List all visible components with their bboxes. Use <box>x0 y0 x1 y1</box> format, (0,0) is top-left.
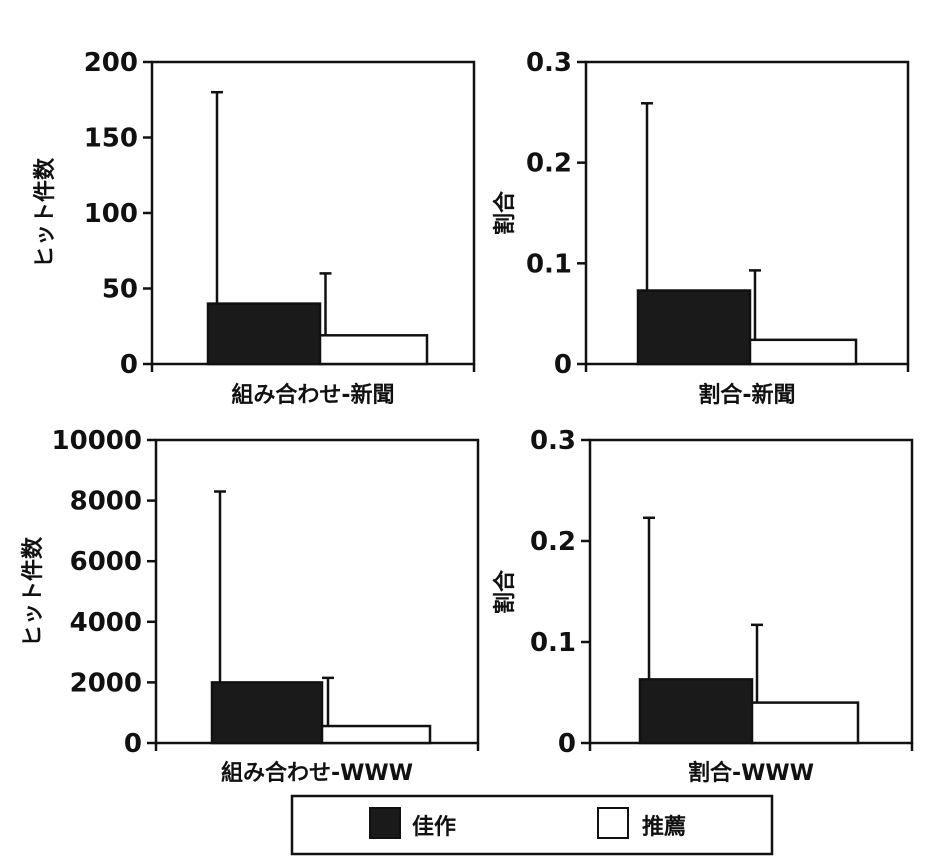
x-axis-label: 組み合わせ-WWW <box>221 760 413 786</box>
chart-panel-4: 0 0.1 0.2 0.3 割合-WWW 割合 <box>492 426 914 786</box>
legend-box <box>290 794 774 856</box>
legend-swatch-suisen <box>597 807 629 839</box>
bar-kasaku <box>638 678 754 745</box>
legend-label-kasaku: 佳作 <box>412 815 456 840</box>
y-tick-label: 0.3 <box>530 426 576 456</box>
y-tick-label: 100 <box>84 199 138 229</box>
bar-suisen <box>748 338 858 366</box>
y-axis-label: 割合 <box>492 569 518 614</box>
y-tick-label: 8000 <box>70 487 142 517</box>
bar-kasaku <box>206 302 322 366</box>
legend-swatch-kasaku <box>369 807 401 839</box>
x-axis-label: 組み合わせ-新聞 <box>231 382 394 408</box>
y-tick-label: 0 <box>554 350 572 380</box>
bar-suisen <box>320 724 432 745</box>
bar-suisen <box>750 701 860 745</box>
y-tick-label: 4000 <box>70 608 142 638</box>
y-tick-label: 0.2 <box>530 527 576 557</box>
x-axis-label: 割合-WWW <box>688 760 814 786</box>
y-tick-label: 150 <box>84 124 138 154</box>
y-tick-label: 0.1 <box>530 628 576 658</box>
bar-kasaku <box>210 681 324 745</box>
bar-suisen <box>318 334 429 366</box>
legend: 佳作 推薦 <box>290 794 774 856</box>
y-axis-label: 割合 <box>492 190 518 235</box>
x-axis-label: 割合-新聞 <box>698 382 795 408</box>
chart-panel-3: 0 2000 4000 6000 8000 10000 組み合わせ-WWW ヒット件数 <box>20 426 480 786</box>
y-tick-label: 6000 <box>70 547 142 577</box>
y-axis-label: ヒット件数 <box>32 157 58 268</box>
y-tick-label: 0 <box>558 729 576 759</box>
chart-panel-1: 0 50 100 150 200 組み合わせ-新聞 ヒット件数 <box>32 48 476 408</box>
y-tick-label: 50 <box>102 275 138 305</box>
y-tick-label: 0.3 <box>526 48 572 78</box>
bar-kasaku <box>636 289 752 366</box>
y-tick-label: 200 <box>84 48 138 78</box>
y-tick-label: 0 <box>120 350 138 380</box>
y-axis-label: ヒット件数 <box>20 536 46 647</box>
y-tick-label: 0.1 <box>526 249 572 279</box>
y-tick-label: 10000 <box>52 426 142 456</box>
y-tick-label: 0.2 <box>526 149 572 179</box>
legend-label-suisen: 推薦 <box>642 815 686 840</box>
y-tick-label: 2000 <box>70 668 142 698</box>
chart-panel-2: 0 0.1 0.2 0.3 割合-新聞 割合 <box>492 48 910 408</box>
y-tick-label: 0 <box>124 729 142 759</box>
chart-panels: 050100150200組み合わせ-新聞ヒット件数00.10.20.3割合-新聞… <box>20 48 914 786</box>
